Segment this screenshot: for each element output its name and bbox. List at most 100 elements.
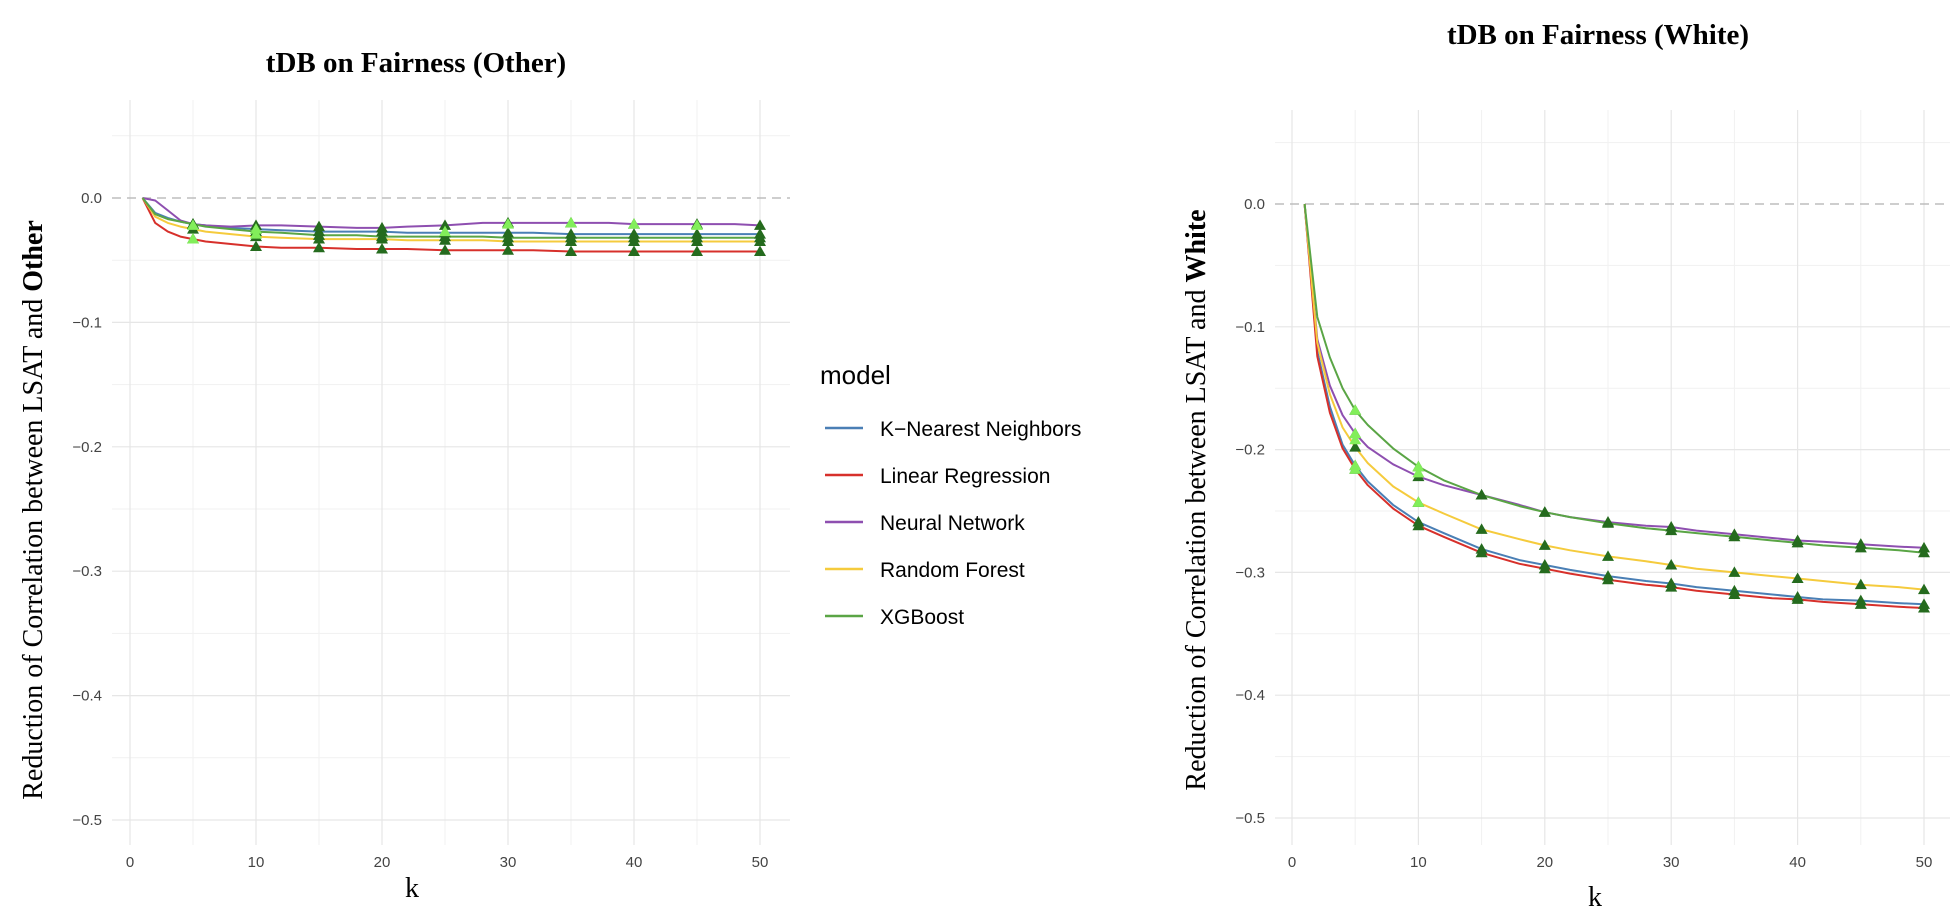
data-point-marker (1475, 489, 1488, 500)
data-point-marker (376, 221, 388, 233)
data-point-marker (754, 219, 766, 230)
y-axis-label-group: Other (18, 220, 49, 292)
data-point-marker-highlight (1412, 496, 1425, 507)
data-point-marker (1475, 546, 1488, 558)
series-line-k-nearest-neighbors (1303, 203, 1925, 606)
data-point-marker (1791, 572, 1804, 584)
data-point-marker (1918, 546, 1930, 558)
data-point-marker (1665, 524, 1678, 536)
series-line-xgboost (1303, 203, 1925, 554)
x-tick-label: 20 (1536, 854, 1553, 871)
data-point-marker-highlight (187, 233, 199, 244)
x-axis-label-right: k (1588, 882, 1602, 913)
legend-title: model (820, 360, 891, 390)
x-tick-label: 20 (374, 854, 391, 871)
data-point-marker (1602, 517, 1614, 528)
series-right (1303, 203, 1925, 609)
x-tick-label: 50 (1916, 854, 1933, 871)
x-tick-label: 10 (248, 854, 265, 871)
data-point-marker (439, 219, 451, 230)
data-point-marker (439, 244, 451, 255)
data-point-marker (1728, 530, 1741, 542)
data-point-marker-highlight (439, 225, 451, 237)
data-point-marker (691, 245, 703, 256)
data-point-marker-highlight (1349, 463, 1362, 474)
x-tick-label: 50 (752, 854, 769, 871)
series-left (141, 197, 761, 253)
y-tick-label: 0.0 (81, 190, 102, 207)
data-point-marker (1728, 588, 1741, 600)
data-point-marker (1791, 593, 1804, 604)
data-point-marker (1854, 598, 1867, 609)
x-tick-label: 10 (1410, 854, 1427, 871)
series-line-neural-network (1303, 203, 1925, 549)
data-point-marker (754, 245, 766, 256)
data-point-marker-highlight (1412, 466, 1425, 478)
x-axis-label-left: k (405, 873, 419, 904)
legend-label: Random Forest (880, 559, 1025, 582)
y-tick-label: −0.5 (1235, 810, 1265, 827)
data-point-marker (1602, 550, 1614, 561)
data-point-marker-highlight (1349, 433, 1362, 445)
data-point-marker (1349, 441, 1362, 452)
data-point-marker (313, 241, 325, 253)
data-point-marker (1538, 539, 1551, 550)
data-point-marker (1791, 536, 1804, 548)
data-point-marker (376, 243, 388, 254)
y-tick-label: −0.3 (1235, 564, 1265, 581)
y-axis-label-left: Reduction of Correlation between LSAT an… (18, 220, 49, 800)
legend-item: XGBoost (825, 606, 964, 629)
data-point-marker-highlight (565, 216, 577, 228)
data-point-marker (502, 244, 514, 255)
data-point-marker (502, 231, 514, 243)
y-axis-label-prefix: Reduction of Correlation between LSAT an… (18, 292, 49, 800)
data-point-marker (1854, 541, 1867, 553)
series-line-linear-regression (1303, 203, 1925, 609)
x-tick-label: 0 (126, 854, 134, 871)
data-point-marker (1918, 602, 1930, 613)
y-tick-label: −0.2 (1235, 442, 1265, 459)
data-point-marker (313, 220, 325, 232)
data-point-marker (1854, 578, 1867, 590)
data-point-marker (628, 245, 640, 256)
data-point-marker-highlight (187, 219, 199, 230)
data-point-marker (754, 231, 766, 243)
data-point-marker-highlight (1349, 404, 1362, 415)
x-tick-label: 40 (626, 854, 643, 871)
data-point-marker (1918, 583, 1930, 595)
data-point-marker (691, 231, 703, 243)
chart-left: tDB on Fairness (Other) 0.0 −0.1 −0.2 −0.3 −… (18, 47, 790, 904)
legend-label: Linear Regression (880, 465, 1050, 488)
legend-items: K−Nearest Neighbors Linear Regression Neur… (825, 418, 1081, 629)
data-point-marker-highlight (250, 223, 262, 234)
legend-item: K−Nearest Neighbors (825, 418, 1081, 441)
axes-left: 0.0 −0.1 −0.2 −0.3 −0.4 −0.5 0 10 20 30 40 50 (72, 190, 768, 871)
data-point-marker (1538, 506, 1551, 517)
data-point-marker (1728, 566, 1741, 577)
data-point-marker (376, 230, 388, 242)
y-tick-label: −0.3 (72, 563, 102, 580)
data-point-marker-highlight (1412, 460, 1425, 472)
legend-item: Linear Regression (825, 465, 1050, 488)
x-tick-label: 30 (500, 854, 517, 871)
data-point-marker (1475, 523, 1488, 534)
y-axis-label-group: White (1181, 209, 1212, 282)
y-tick-label: −0.2 (72, 439, 102, 456)
data-point-marker (250, 240, 262, 252)
legend-label: Neural Network (880, 512, 1025, 535)
axes-right: 0.0 −0.1 −0.2 −0.3 −0.4 −0.5 0 10 20 30 40 50 (1235, 196, 1932, 871)
data-point-marker (565, 245, 577, 256)
y-axis-label-right: Reduction of Correlation between LSAT an… (1181, 209, 1212, 790)
y-tick-label: −0.4 (72, 688, 102, 705)
y-tick-label: −0.4 (1235, 687, 1265, 704)
legend-item: Random Forest (825, 559, 1025, 582)
grid-left (112, 100, 790, 845)
data-point-marker-highlight (502, 218, 514, 229)
y-axis-label-prefix: Reduction of Correlation between LSAT an… (1181, 283, 1212, 791)
series-line-random-forest (1303, 203, 1925, 591)
data-point-marker (1538, 562, 1551, 574)
data-point-marker (1602, 573, 1614, 585)
legend-label: XGBoost (880, 606, 964, 629)
legend-item: Neural Network (825, 512, 1025, 535)
data-point-marker (1412, 519, 1425, 531)
